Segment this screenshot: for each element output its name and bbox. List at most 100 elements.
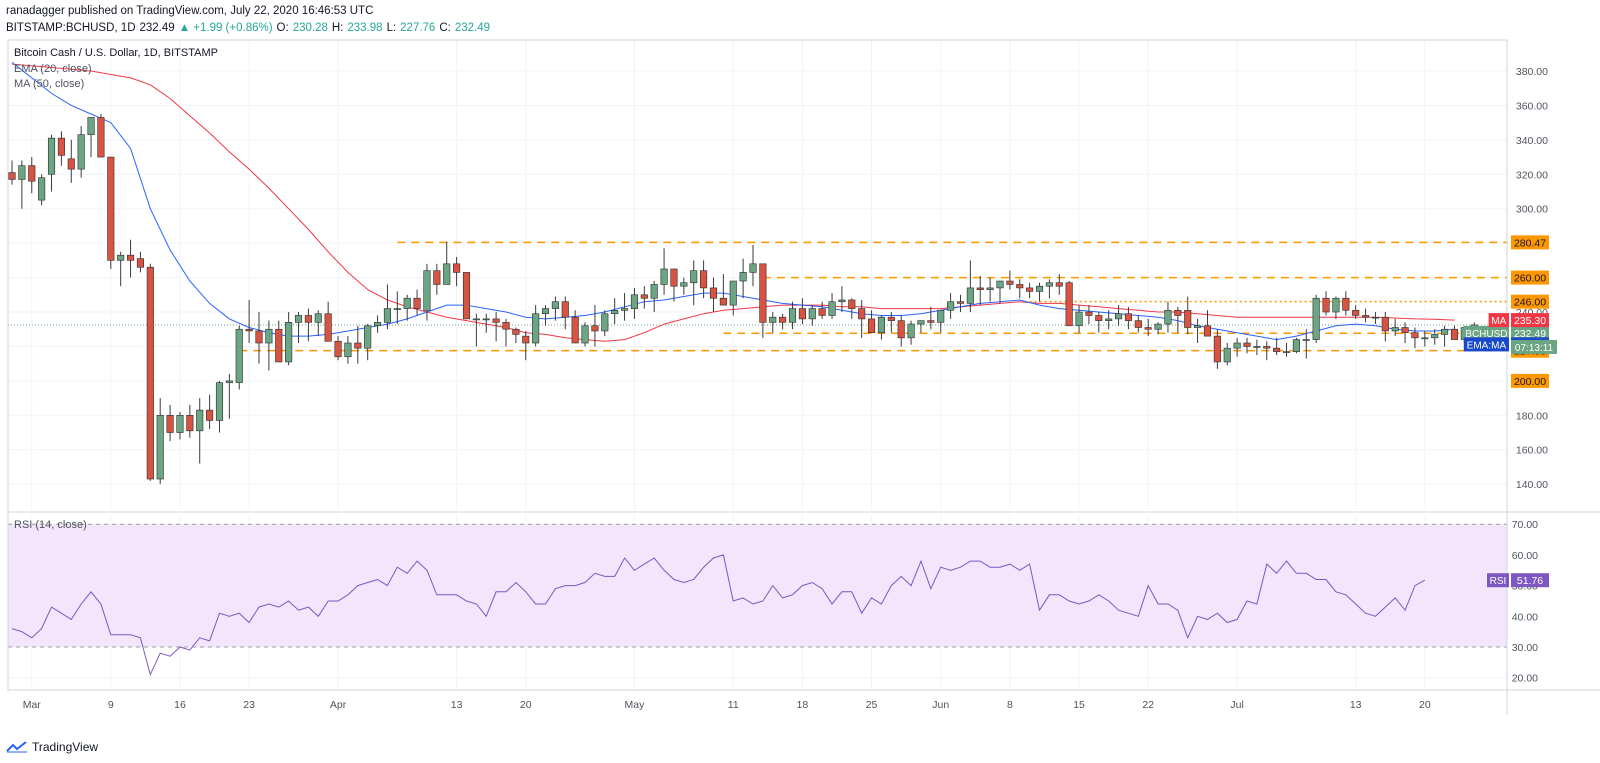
candle-body [709,287,718,299]
series-name-tag-text: BCHUSD [1465,329,1507,340]
candle [541,305,550,326]
candle [107,156,115,269]
candle-body [1124,313,1132,321]
countdown-text: 07:13:11 [1515,343,1554,354]
candle [868,310,876,333]
candle [897,315,905,347]
candle [383,284,391,330]
candle [1065,281,1073,327]
candle-body [166,415,174,433]
time-axis[interactable]: Mar 9 16 23 Apr 13 20 May 11 18 25 Jun 8 15 22 Jul 13 20 [23,699,1431,711]
candle [87,117,95,158]
candle-body [897,320,905,339]
candles [8,114,1478,485]
candle [512,327,520,344]
candle-body [502,322,510,330]
candle [354,325,362,364]
candle-body [324,313,332,342]
candle-body [1253,346,1261,348]
candle [38,174,46,206]
candle-body [1213,335,1221,363]
candle [680,277,688,295]
ohlc-row: BITSTAMP:BCHUSD, 1D 232.49 ▲ +1.99 (+0.8… [6,20,490,37]
candle-body [1450,328,1459,340]
candle [1401,322,1409,344]
candle [1391,318,1399,337]
time-tick-label: 23 [243,699,255,711]
candle-body [334,340,342,358]
candle [146,263,154,481]
candle-body [551,301,559,309]
candle [1362,308,1370,323]
candle-body [314,313,322,323]
candle-body [1342,297,1350,311]
open-label: O: [276,22,289,34]
candle [334,336,342,361]
candle-body [1134,320,1142,328]
candle-body [1273,347,1281,352]
candle [551,296,559,321]
candle-body [818,308,826,316]
series-price-tag-text: 235.30 [1514,315,1546,327]
time-tick-label: 11 [728,699,739,711]
candle-body [611,309,619,315]
time-tick-label: Apr [330,699,347,711]
candle-body [1016,284,1024,289]
candle [225,373,233,419]
candle-body [1035,285,1044,292]
candle [1282,343,1291,357]
candle-body [630,294,638,309]
candle [769,312,777,333]
candle-body [1401,327,1409,333]
candle [443,241,451,285]
candle [1184,296,1192,335]
candle-body [927,320,935,323]
candle [1332,296,1340,319]
candle [1154,322,1162,335]
time-tick-label: Mar [23,699,42,711]
candle-body [1263,346,1271,349]
candle-body [77,134,85,170]
candle [887,312,895,333]
candle-body [1075,311,1083,327]
level-price-tag-text: 280.47 [1514,237,1546,249]
candle-body [966,287,974,304]
candle-body [956,301,965,304]
candle-body [1381,316,1389,332]
candle-body [1006,280,1014,285]
candle [1342,291,1350,316]
legend-entry: EMA (20, close) [14,63,92,75]
candle-body [561,301,569,318]
close-label: C: [439,22,451,34]
candle-body [107,156,115,261]
candle-body [1184,309,1192,328]
candle-body [453,263,461,273]
candle-body [255,330,263,344]
candle [294,312,303,344]
candle [709,277,718,313]
candle-body [798,308,806,320]
candle [344,336,352,364]
candle [700,260,708,299]
candle [1421,330,1429,347]
candle [670,268,678,302]
candle-body [1105,318,1113,321]
candle-body [571,316,579,344]
chart-header: ranadagger published on TradingView.com,… [6,3,490,37]
candle [1450,325,1459,340]
level-price-tag-text: 260.00 [1514,273,1546,285]
candle [650,281,658,313]
candle [996,280,1004,304]
candle [156,398,164,485]
close-value: 232.49 [454,22,491,34]
candle [245,299,253,344]
candle [907,320,915,345]
candle-body [304,315,312,323]
candle [57,131,65,166]
series-price-tag [1511,325,1549,340]
time-tick-label: Jun [932,699,949,711]
candle [196,398,204,464]
price-tick-label: 340.00 [1516,135,1548,147]
candle [640,286,648,309]
